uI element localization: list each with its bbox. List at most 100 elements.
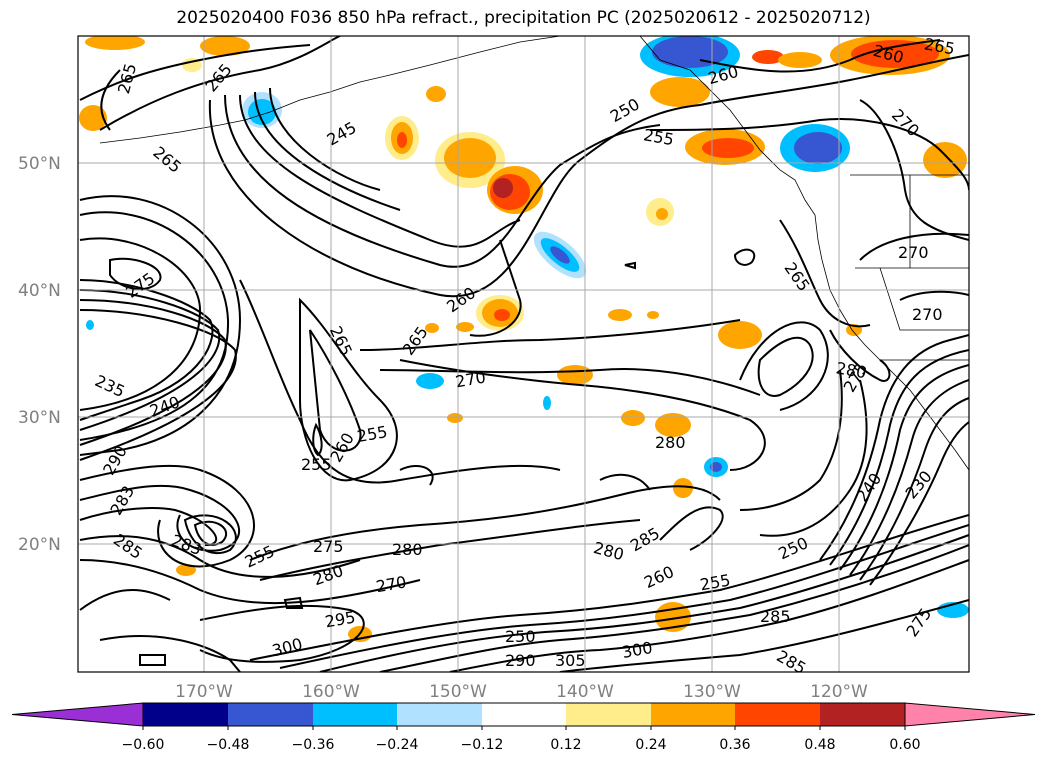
contour-line — [739, 321, 829, 411]
lon-label-160w: 160°W — [302, 682, 360, 702]
lat-label-50n: 50°N — [18, 154, 61, 174]
lat-label-30n: 30°N — [18, 408, 61, 428]
precip-blob — [444, 138, 496, 178]
precip-blob — [248, 99, 276, 125]
contour-line — [224, 94, 661, 268]
contour-line — [99, 36, 341, 131]
precip-blob — [851, 40, 939, 68]
contour-line — [99, 635, 241, 672]
contour-line — [79, 211, 230, 441]
map-panel: 265 265 245 250 255 260 260 265 270 265 … — [77, 34, 970, 673]
precip-blob — [85, 36, 145, 50]
contour-line — [100, 69, 121, 131]
precip-blob — [778, 52, 822, 68]
contour-line — [829, 329, 891, 382]
lon-label-140w: 140°W — [556, 682, 614, 702]
precip-blob — [456, 322, 474, 332]
contour-line — [208, 99, 701, 298]
contour-line — [733, 248, 756, 266]
contour-label: 305 — [555, 651, 586, 670]
contour-line — [757, 336, 814, 397]
colorbar-tick-label: −0.36 — [292, 737, 335, 753]
colorbar-segment — [651, 703, 735, 726]
contour-line — [859, 232, 969, 261]
precip-blob — [447, 413, 463, 423]
contour-line — [79, 299, 227, 446]
precip-blob — [673, 478, 693, 498]
contour-line — [199, 604, 365, 663]
colorbar-tick-label: 0.48 — [804, 737, 835, 753]
colorbar-tick-label: 0.12 — [550, 737, 581, 753]
map-frame — [77, 35, 970, 673]
contour-label: 265 — [923, 34, 956, 58]
contour-line — [359, 319, 741, 351]
contour-line — [193, 520, 228, 546]
colorbar-segment — [143, 703, 228, 726]
precip-blob — [655, 413, 691, 437]
contour-line — [79, 279, 214, 421]
precip-blob — [656, 208, 668, 220]
precip-blob — [493, 178, 513, 198]
colorbar-tick-label: −0.48 — [207, 737, 250, 753]
contour-line — [249, 485, 721, 561]
precip-blob — [425, 323, 439, 333]
colorbar-tick-label: −0.24 — [376, 737, 419, 753]
contour-line — [269, 87, 381, 191]
colorbar-segment — [820, 703, 905, 726]
contour-line — [699, 39, 941, 73]
contour-line — [79, 535, 361, 578]
contour-line — [79, 195, 242, 456]
contour-line — [739, 369, 843, 511]
coastlines — [99, 36, 969, 471]
contour-line — [79, 589, 171, 611]
contour-line — [239, 279, 561, 484]
contour-line — [109, 257, 162, 291]
contour-line — [759, 379, 868, 537]
contour-label: 290 — [505, 651, 536, 670]
precip-blob — [652, 36, 728, 68]
colorbar-tick-label: 0.36 — [719, 737, 750, 753]
contour-line — [299, 297, 398, 482]
precip-blob — [650, 77, 710, 107]
lon-label-120w: 120°W — [810, 682, 868, 702]
coastline — [639, 36, 969, 471]
precip-negative-shading — [86, 36, 969, 618]
colorbar-segment — [566, 703, 651, 726]
contour-line — [79, 559, 421, 605]
colorbar-tick-label: 0.60 — [889, 737, 920, 753]
contour-label: 270 — [912, 305, 943, 324]
contour-line — [819, 334, 969, 561]
contour-line — [399, 359, 766, 471]
contour-line — [449, 559, 969, 672]
colorbar-tick-label: −0.60 — [122, 737, 165, 753]
precip-blob — [200, 36, 250, 56]
latitude-labels: 50°N 40°N 30°N 20°N — [18, 154, 61, 555]
precip-blob — [176, 564, 196, 576]
precip-blob — [923, 142, 967, 178]
colorbar-segment — [228, 703, 313, 726]
contour-line — [649, 118, 969, 191]
contour-line — [699, 54, 969, 106]
colorbar-arrow-left — [11, 702, 144, 727]
contour-line — [309, 329, 362, 452]
contour-label: 285 — [760, 607, 791, 626]
colorbar-segment — [482, 703, 566, 726]
precip-blob — [79, 105, 107, 131]
precip-blob — [621, 410, 645, 426]
lon-label-130w: 130°W — [683, 682, 741, 702]
border-line — [879, 267, 969, 331]
graticule — [78, 36, 969, 672]
contour-line — [79, 309, 237, 461]
colorbar-segment — [735, 703, 820, 726]
contour-line — [183, 514, 237, 555]
precip-blob — [397, 132, 407, 148]
contour-line — [859, 99, 969, 241]
precip-blob — [416, 373, 444, 389]
contour-line — [79, 44, 311, 101]
lat-label-20n: 20°N — [18, 535, 61, 555]
precip-blob — [752, 50, 784, 64]
contour-label: 270 — [898, 243, 929, 262]
precip-blob — [543, 396, 551, 410]
contour-line — [829, 349, 969, 566]
